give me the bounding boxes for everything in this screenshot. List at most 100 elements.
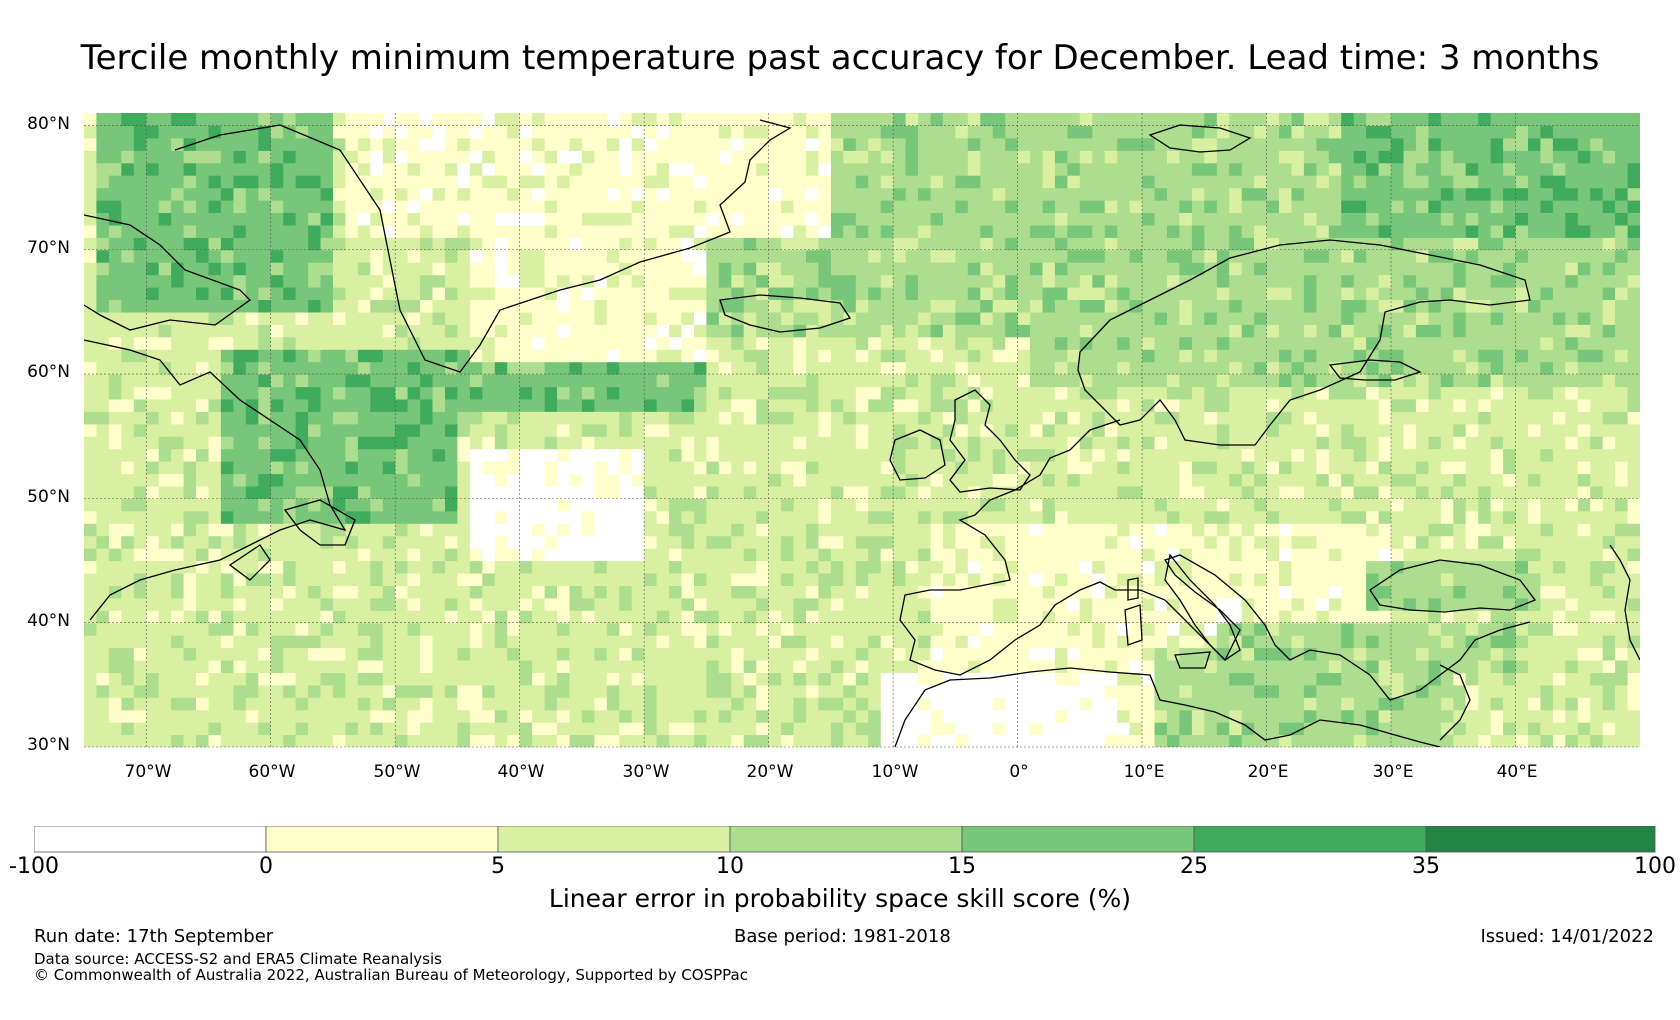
skill-cell [1005,125,1019,139]
skill-cell [606,622,620,636]
skill-cell [1142,709,1156,723]
skill-cell [1104,175,1118,189]
skill-cell [706,423,720,437]
skill-cell [619,597,633,611]
skill-cell [880,523,894,537]
skill-cell [1216,697,1230,711]
skill-cell [507,461,521,475]
skill-cell [1179,461,1193,475]
skill-cell [158,262,172,276]
skill-cell [519,548,533,562]
skill-cell [1092,722,1106,736]
skill-cell [918,287,931,300]
skill-cell [731,113,745,126]
skill-cell [768,647,782,661]
skill-cell [942,660,956,673]
skill-cell [420,461,434,475]
skill-cell [469,498,483,512]
skill-cell [196,361,209,375]
skill-cell [245,573,259,586]
skill-cell [930,498,944,512]
skill-cell [594,349,608,363]
skill-cell [1167,672,1180,686]
skill-cell [843,660,857,673]
skill-cell [395,722,409,736]
skill-cell [606,113,620,126]
skill-cell [220,585,234,599]
skill-cell [1054,336,1068,350]
skill-cell [308,585,322,599]
skill-cell [606,585,620,599]
skill-cell [220,411,234,425]
skill-cell [893,647,907,661]
skill-cell [1167,734,1180,747]
skill-cell [395,113,409,126]
skill-cell [669,485,683,499]
skill-cell [1017,361,1031,375]
skill-cell [1042,249,1056,263]
skill-cell [1254,448,1268,462]
skill-cell [407,448,421,462]
skill-cell [868,262,882,276]
skill-cell [1291,162,1305,176]
skill-cell [258,734,272,747]
skill-cell [855,200,869,213]
skill-cell [84,274,97,288]
skill-cell [220,485,234,499]
skill-cell [84,635,97,649]
skill-cell [1191,660,1205,673]
skill-cell [519,510,533,524]
skill-cell [868,137,882,151]
skill-cell [793,237,807,251]
skill-cell [743,137,757,151]
skill-cell [1117,374,1131,388]
skill-cell [830,386,844,400]
skill-cell [84,336,97,350]
skill-cell [980,722,994,736]
skill-cell [432,560,446,574]
skill-cell [96,660,110,673]
skill-cell [830,237,844,251]
skill-cell [1030,709,1043,723]
skill-cell [1254,436,1268,450]
skill-cell [694,684,707,698]
skill-cell [1167,610,1180,624]
skill-cell [308,560,322,574]
skill-cell [469,436,483,450]
skill-cell [830,585,844,599]
skill-cell [1229,535,1243,549]
skill-cell [656,262,670,276]
skill-cell [457,374,471,388]
skill-cell [220,175,234,189]
skill-cell [84,672,97,686]
skill-cell [1266,224,1280,238]
skill-cell [482,473,496,487]
skill-cell [669,647,683,661]
skill-cell [1229,287,1243,300]
skill-cell [644,137,658,151]
skill-cell [1117,398,1131,412]
skill-cell [1129,125,1143,139]
skill-cell [694,262,707,276]
skill-cell [445,548,458,562]
skill-cell [781,175,795,189]
skill-cell [793,672,807,686]
skill-cell [1042,398,1056,412]
skill-cell [756,647,770,661]
skill-cell [1216,137,1230,151]
skill-cell [445,237,458,251]
skill-cell [469,610,483,624]
skill-cell [706,560,720,574]
skill-cell [1154,336,1168,350]
skill-cell [718,436,732,450]
skill-cell [382,585,396,599]
skill-cell [905,249,919,263]
skill-cell [669,162,683,176]
skill-cell [930,411,944,425]
skill-cell [532,324,546,338]
skill-cell [1191,311,1205,325]
skill-cell [1154,224,1168,238]
skill-cell [1191,573,1205,586]
skill-cell [905,610,919,624]
skill-cell [469,187,483,201]
